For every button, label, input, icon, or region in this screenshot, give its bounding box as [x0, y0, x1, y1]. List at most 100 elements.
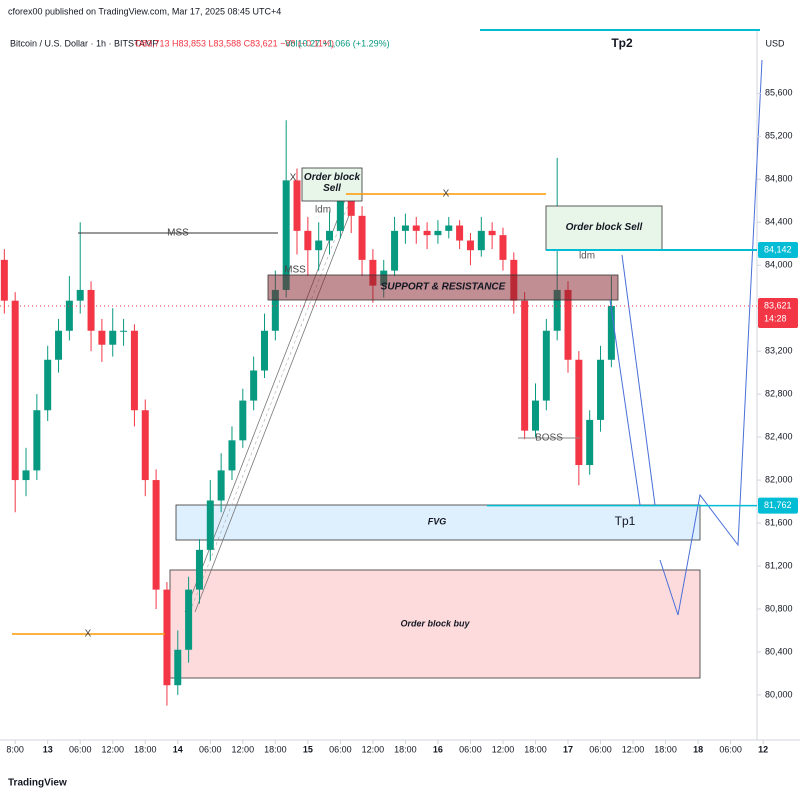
y-tick-label: 80,000 [765, 689, 793, 699]
projection-path [609, 299, 641, 506]
x-tick-label: 8:00 [6, 744, 24, 754]
candle-body [109, 330, 117, 345]
candle-body [65, 300, 73, 331]
candle-body [575, 359, 583, 466]
x-tick-label: 13 [43, 744, 53, 754]
candle-body [174, 649, 182, 686]
projection-path [621, 254, 656, 506]
volume-info: Vol10.27 +1,066 (+1.29%) [285, 38, 390, 48]
x-tick-label: 14 [173, 744, 183, 754]
header-published: cforex00 published on TradingView.com, M… [8, 6, 281, 16]
x-label: X [290, 173, 297, 184]
candle-body [326, 230, 334, 241]
candle-body [369, 259, 377, 286]
idm-label: ldm [579, 251, 595, 262]
idm-label: ldm [315, 205, 331, 216]
projection-path [659, 59, 763, 616]
boss-label: BOSS [535, 433, 563, 444]
support-resistance-label: SUPPORT & RESISTANCE [381, 282, 506, 293]
x-tick-label: 06:00 [719, 744, 742, 754]
order-block-sell-label: Order block Sell [303, 172, 361, 194]
candle-body [477, 230, 485, 251]
y-tick-label: 80,400 [765, 646, 793, 656]
y-tick-label: 84,800 [765, 174, 793, 184]
candle-body [250, 370, 258, 401]
x-tick-label: 18:00 [654, 744, 677, 754]
y-tick-label: 84,000 [765, 260, 793, 270]
candle-body [445, 225, 453, 231]
candle-body [347, 200, 355, 216]
x-tick-label: 17 [563, 744, 573, 754]
mss-label: MSS [284, 265, 306, 276]
price-tag-label: 81,762 [764, 500, 792, 510]
candle-body [564, 289, 572, 360]
candle-body [260, 330, 268, 371]
candle-body [315, 240, 323, 251]
candle-body [304, 230, 312, 251]
x-tick-label: 15 [303, 744, 313, 754]
x-tick-label: 12 [758, 744, 768, 754]
y-tick-label: 81,200 [765, 560, 793, 570]
y-tick-label: 82,800 [765, 389, 793, 399]
price-tag-label: 84,142 [764, 244, 792, 254]
y-tick-label: 82,400 [765, 431, 793, 441]
tp1-label: Tp1 [615, 514, 636, 528]
x-tick-label: 06:00 [69, 744, 92, 754]
y-tick-label: 85,200 [765, 131, 793, 141]
candle-body [33, 410, 41, 471]
candle-body [358, 215, 366, 260]
channel-midline [189, 199, 351, 613]
x-tick-label: 06:00 [199, 744, 222, 754]
y-tick-label: 85,600 [765, 88, 793, 98]
y-tick-label: 82,000 [765, 474, 793, 484]
candle-body [87, 289, 95, 331]
mss-label: MSS [167, 228, 189, 239]
price-tag-label: 83,621 [764, 300, 792, 310]
y-tick-label: 80,800 [765, 603, 793, 613]
candle-body [195, 549, 203, 590]
y-tick-label: 84,400 [765, 217, 793, 227]
candle-body [607, 305, 615, 360]
price-tag [758, 241, 798, 258]
candle-body [499, 235, 507, 260]
brand: TradingView [8, 778, 67, 789]
candle-body [228, 440, 236, 471]
x-tick-label: 12:00 [492, 744, 515, 754]
order-block-sell-zone [301, 167, 363, 202]
candle-body [423, 230, 431, 236]
x-tick-label: 12:00 [362, 744, 385, 754]
x-label: X [443, 189, 450, 200]
candle-body [239, 400, 247, 441]
order-block-sell-label: Order block Sell [565, 222, 643, 233]
candle-body [130, 330, 138, 411]
candle-body [401, 225, 409, 231]
candle-body [282, 180, 290, 290]
currency: USD [765, 38, 785, 48]
candle-body [271, 289, 279, 331]
x-tick-label: 06:00 [589, 744, 612, 754]
candle-body [185, 589, 193, 650]
order-block-sell-zone [545, 205, 663, 251]
x-tick-label: 06:00 [459, 744, 482, 754]
candle-body [412, 225, 420, 231]
x-label: X [85, 629, 92, 640]
price-tag [758, 497, 798, 514]
x-tick-label: 12:00 [101, 744, 124, 754]
candle-body [55, 330, 63, 360]
candle-body [391, 230, 399, 271]
candle-body [542, 330, 550, 401]
candle-body [120, 330, 128, 332]
channel-line [194, 199, 356, 613]
candle-body [553, 289, 561, 331]
y-tick-label: 81,600 [765, 517, 793, 527]
candle-body [597, 359, 605, 420]
candle-body [488, 230, 496, 236]
candle-body [521, 300, 529, 431]
ohlc-info: O83,713 H83,853 L83,588 C83,621 −88 (−0.… [135, 38, 334, 48]
candle-body [217, 470, 225, 501]
candle-body [0, 259, 8, 301]
candle-body [22, 470, 30, 481]
fvg-label: FVG [428, 516, 447, 526]
